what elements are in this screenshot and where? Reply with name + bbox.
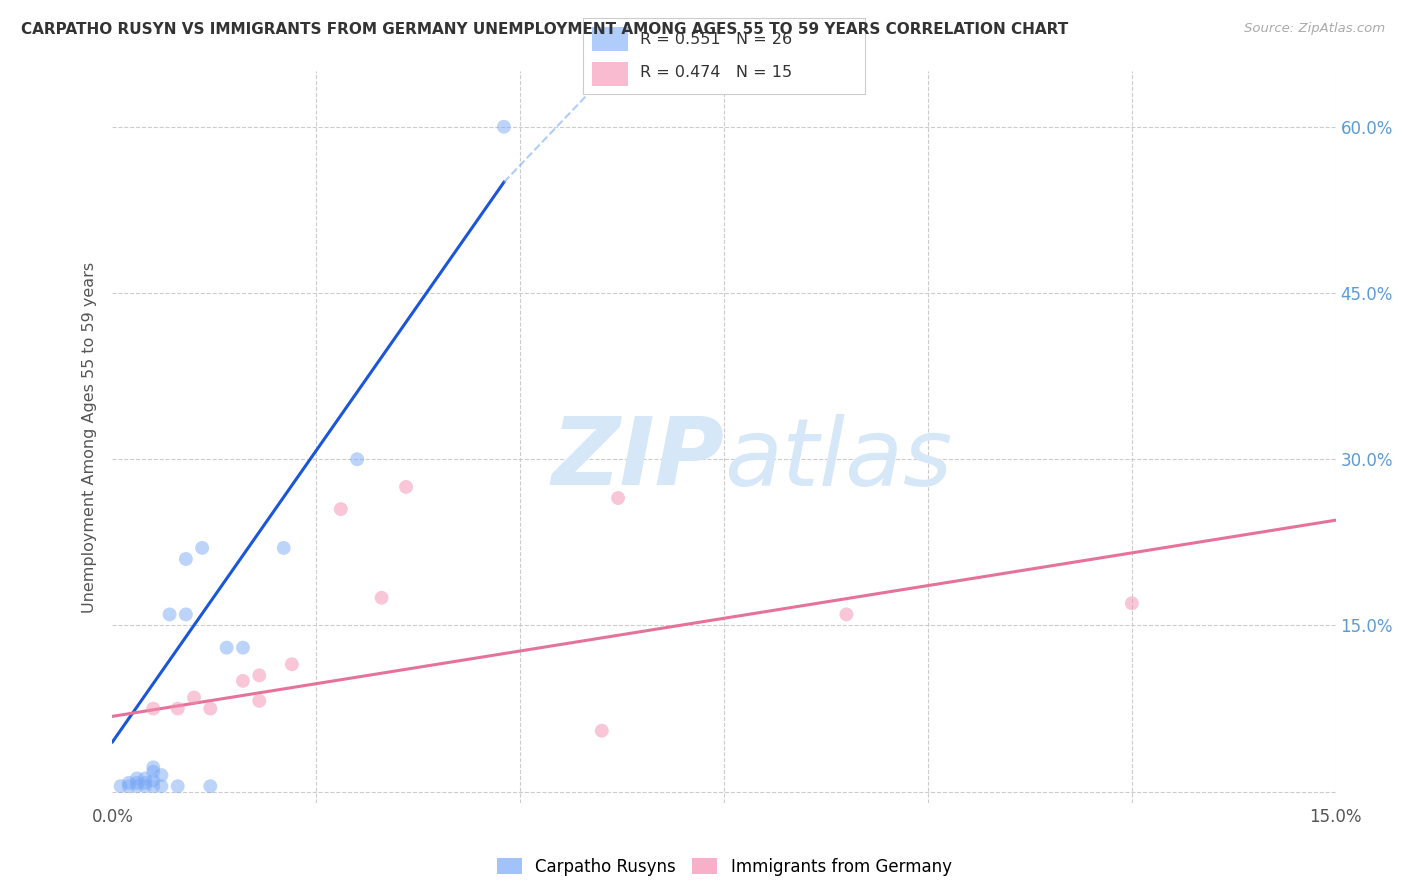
Point (134, 776, 156, 790)
Point (232, 640, 254, 655)
Point (591, 723, 613, 738)
Point (125, 772, 148, 786)
Text: atlas: atlas (724, 414, 952, 505)
Point (142, 701, 165, 715)
Point (125, 779, 148, 793)
Point (200, 701, 222, 715)
Bar (592, 62, 628, 87)
Point (110, 779, 132, 793)
Point (247, 668, 270, 682)
Point (215, 640, 238, 655)
Point (835, 607, 858, 622)
Point (247, 694, 270, 708)
Point (329, 502, 352, 516)
Point (150, 768, 173, 782)
Point (166, 701, 188, 715)
Point (370, 591, 392, 605)
Legend: Carpatho Rusyns, Immigrants from Germany: Carpatho Rusyns, Immigrants from Germany (489, 851, 959, 882)
Point (142, 764, 165, 779)
Point (232, 673, 254, 688)
Point (134, 779, 156, 793)
Text: ZIP: ZIP (551, 413, 724, 505)
Bar (592, 27, 628, 51)
Point (492, 120, 515, 134)
Text: Source: ZipAtlas.com: Source: ZipAtlas.com (1244, 22, 1385, 36)
Point (142, 779, 165, 793)
Point (346, 452, 368, 467)
Point (118, 779, 141, 793)
Point (174, 552, 197, 566)
Point (1121, 596, 1143, 610)
Point (273, 541, 295, 555)
Point (200, 779, 222, 793)
Point (607, 491, 630, 505)
Point (159, 607, 181, 622)
Point (125, 776, 148, 790)
Point (142, 760, 165, 774)
Text: CARPATHO RUSYN VS IMMIGRANTS FROM GERMANY UNEMPLOYMENT AMONG AGES 55 TO 59 YEARS: CARPATHO RUSYN VS IMMIGRANTS FROM GERMAN… (21, 22, 1069, 37)
Point (150, 779, 173, 793)
Y-axis label: Unemployment Among Ages 55 to 59 years: Unemployment Among Ages 55 to 59 years (82, 261, 97, 613)
Point (395, 480, 418, 494)
Point (142, 773, 165, 788)
Text: R = 0.551   N = 26: R = 0.551 N = 26 (640, 31, 792, 46)
Point (191, 541, 214, 555)
Point (134, 772, 156, 786)
Point (281, 657, 304, 672)
Point (166, 779, 188, 793)
Point (183, 690, 205, 705)
Point (118, 776, 141, 790)
Point (174, 607, 197, 622)
Text: R = 0.474   N = 15: R = 0.474 N = 15 (640, 65, 792, 80)
